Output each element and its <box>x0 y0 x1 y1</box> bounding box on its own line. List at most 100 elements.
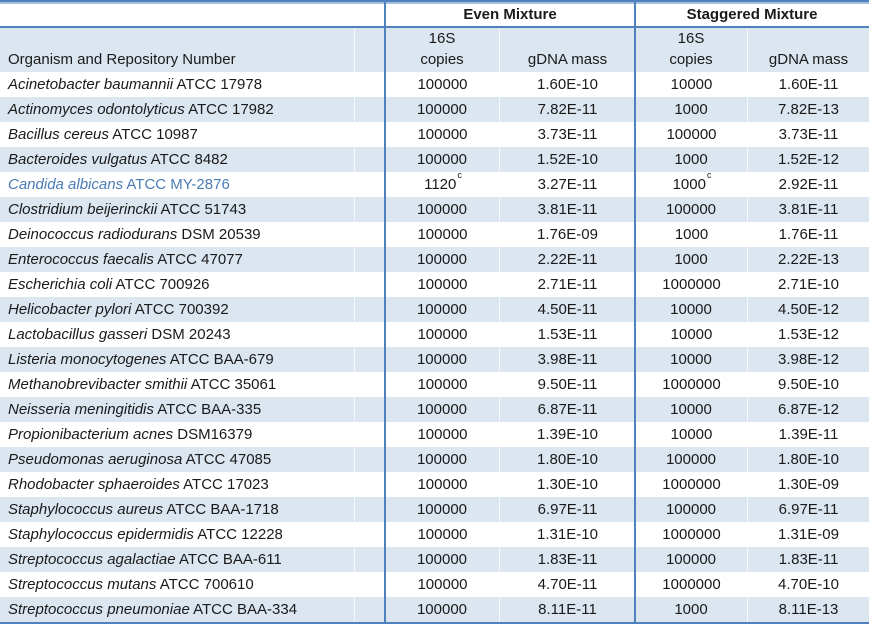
table-row: Clostridium beijerinckii ATCC 51743 10000… <box>0 197 869 222</box>
repository-number: ATCC BAA-679 <box>166 351 274 368</box>
even-16s-copies-cell: 100000 <box>385 147 500 172</box>
staggered-16s-copies-cell: 1000000 <box>662 576 721 593</box>
repository-number: ATCC MY-2876 <box>123 176 230 193</box>
staggered-16s-copies-cell: 1000 <box>674 226 709 243</box>
spacer-cell <box>355 28 385 72</box>
even-16s-copies-cell: 100000 <box>417 526 468 543</box>
staggered-16s-copies-cell: 10000 <box>670 76 713 93</box>
group-header-even-mixture: Even Mixture <box>463 6 557 23</box>
repository-number: ATCC 17982 <box>184 101 274 118</box>
organism-name: Bacillus cereus <box>8 126 109 143</box>
repository-number: ATCC 35061 <box>187 376 277 393</box>
group-header-staggered-mixture: Staggered Mixture <box>686 6 818 23</box>
table-row: Propionibacterium acnes DSM16379 100000 1.… <box>0 422 869 447</box>
table-row: Bacteroides vulgatus ATCC 8482 100000 1.52… <box>0 147 869 172</box>
table-row: Enterococcus faecalis ATCC 47077 100000 2.… <box>0 247 869 272</box>
organism-cell: Actinomyces odontolyticus ATCC 17982 <box>0 97 355 122</box>
even-16s-copies-cell: 100000 <box>385 247 500 272</box>
organism-name: Helicobacter pylori <box>8 301 132 318</box>
organism-cell: Lactobacillus gasseri DSM 20243 <box>0 322 355 347</box>
organism-cell: Enterococcus faecalis ATCC 47077 <box>0 247 355 272</box>
organism-cell: Streptococcus mutans ATCC 700610 <box>0 572 355 597</box>
staggered-gdna-mass-cell: 1.30E-09 <box>778 476 839 493</box>
spacer-cell <box>355 322 385 347</box>
staggered-16s-copies-cell: 100000 <box>635 497 748 522</box>
staggered-gdna-mass-cell: 3.81E-11 <box>778 201 839 218</box>
even-gdna-mass-cell: 2.22E-11 <box>537 251 598 268</box>
organism-cell: Escherichia coli ATCC 700926 <box>0 272 355 297</box>
staggered-gdna-label: gDNA mass <box>768 51 849 68</box>
organism-cell: Clostridium beijerinckii ATCC 51743 <box>0 197 355 222</box>
even-16s-copies-cell: 100000 <box>417 76 468 93</box>
staggered-gdna-mass-cell: 4.70E-10 <box>778 576 839 593</box>
staggered-16s-copies-cell: 1000 <box>635 97 748 122</box>
staggered-gdna-mass-cell: 3.98E-12 <box>778 351 839 368</box>
table-row: Rhodobacter sphaeroides ATCC 17023 100000… <box>0 472 869 497</box>
organism-cell: Listeria monocytogenes ATCC BAA-679 <box>0 347 355 372</box>
staggered-copies-label: copies <box>669 51 713 68</box>
organism-name: Streptococcus agalactiae <box>8 551 176 568</box>
even-16s-copies-cell: 100000 <box>385 347 500 372</box>
organism-name: Neisseria meningitidis <box>8 401 154 418</box>
organism-header-label: Organism and Repository Number <box>8 51 236 68</box>
spacer-cell <box>355 422 385 447</box>
even-gdna-mass-cell: 1.52E-10 <box>537 151 598 168</box>
organism-cell: Deinococcus radiodurans DSM 20539 <box>0 222 355 247</box>
staggered-gdna-mass-cell: 1.80E-10 <box>778 451 839 468</box>
organism-cell: Streptococcus pneumoniae ATCC BAA-334 <box>0 597 355 622</box>
staggered-16s-copies-cell: 1000 <box>635 147 748 172</box>
table-row: Deinococcus radiodurans DSM 20539 100000 1… <box>0 222 869 247</box>
spacer-cell <box>355 347 385 372</box>
staggered-16s-copies-cell: 1000 <box>635 597 748 622</box>
table-row: Bacillus cereus ATCC 10987 100000 3.73E-11… <box>0 122 869 147</box>
staggered-gdna-mass-cell: 1.60E-11 <box>778 76 839 93</box>
even-gdna-mass-cell: 1.76E-09 <box>537 226 598 243</box>
vertical-divider-even <box>384 0 386 624</box>
spacer-cell <box>355 447 385 472</box>
organism-cell: Bacteroides vulgatus ATCC 8482 <box>0 147 355 172</box>
even-16s-copies-cell: 100000 <box>385 547 500 572</box>
staggered-16s-copies-cell: 1000 <box>635 247 748 272</box>
staggered-gdna-mass-cell: 8.11E-13 <box>778 601 839 618</box>
staggered-16s-copies-cell: 10000 <box>670 326 713 343</box>
repository-number: ATCC BAA-1718 <box>163 501 279 518</box>
spacer-cell <box>355 247 385 272</box>
table-row: Streptococcus agalactiae ATCC BAA-611 100… <box>0 547 869 572</box>
even-16s-copies-cell: 100000 <box>417 126 468 143</box>
even-16s-copies-cell: 1120c <box>424 172 462 193</box>
organism-cell: Methanobrevibacter smithii ATCC 35061 <box>0 372 355 397</box>
organism-name: Lactobacillus gasseri <box>8 326 148 343</box>
even-gdna-mass-cell: 3.81E-11 <box>537 201 598 218</box>
staggered-16s-copies-cell: 100000 <box>635 547 748 572</box>
even-16s-label: 16S <box>428 30 456 47</box>
even-16s-copies-header: 16S copies <box>385 28 500 72</box>
staggered-gdna-mass-cell: 3.73E-11 <box>778 126 839 143</box>
table-row: Streptococcus pneumoniae ATCC BAA-334 100… <box>0 597 869 622</box>
even-gdna-mass-cell: 1.53E-11 <box>537 326 598 343</box>
group-header-empty <box>0 4 385 26</box>
staggered-gdna-mass-cell: 7.82E-13 <box>778 101 839 118</box>
even-gdna-mass-cell: 4.50E-11 <box>537 301 598 318</box>
staggered-gdna-mass-cell: 2.22E-13 <box>778 251 839 268</box>
organism-name: Acinetobacter baumannii <box>8 76 174 93</box>
staggered-gdna-mass-cell: 4.50E-12 <box>778 301 839 318</box>
even-gdna-mass-cell: 1.80E-10 <box>537 451 598 468</box>
spacer-cell <box>355 472 385 497</box>
organism-cell: Rhodobacter sphaeroides ATCC 17023 <box>0 472 355 497</box>
organism-name: Clostridium beijerinckii <box>8 201 158 218</box>
repository-number: ATCC 700926 <box>112 276 210 293</box>
even-copies-label: copies <box>420 51 464 68</box>
table-row: Actinomyces odontolyticus ATCC 17982 1000… <box>0 97 869 122</box>
spacer-cell <box>355 122 385 147</box>
even-16s-copies-cell: 100000 <box>417 426 468 443</box>
spacer-cell <box>355 172 385 197</box>
table-row: Staphylococcus epidermidis ATCC 12228 100… <box>0 522 869 547</box>
staggered-16s-copies-cell: 10000 <box>635 297 748 322</box>
organism-column-header: Organism and Repository Number <box>0 28 355 72</box>
staggered-gdna-mass-cell: 1.53E-12 <box>778 326 839 343</box>
organism-name: Bacteroides vulgatus <box>8 151 148 168</box>
staggered-gdna-mass-cell: 6.87E-12 <box>778 401 839 418</box>
repository-number: ATCC 8482 <box>147 151 228 168</box>
repository-number: ATCC 17978 <box>173 76 263 93</box>
